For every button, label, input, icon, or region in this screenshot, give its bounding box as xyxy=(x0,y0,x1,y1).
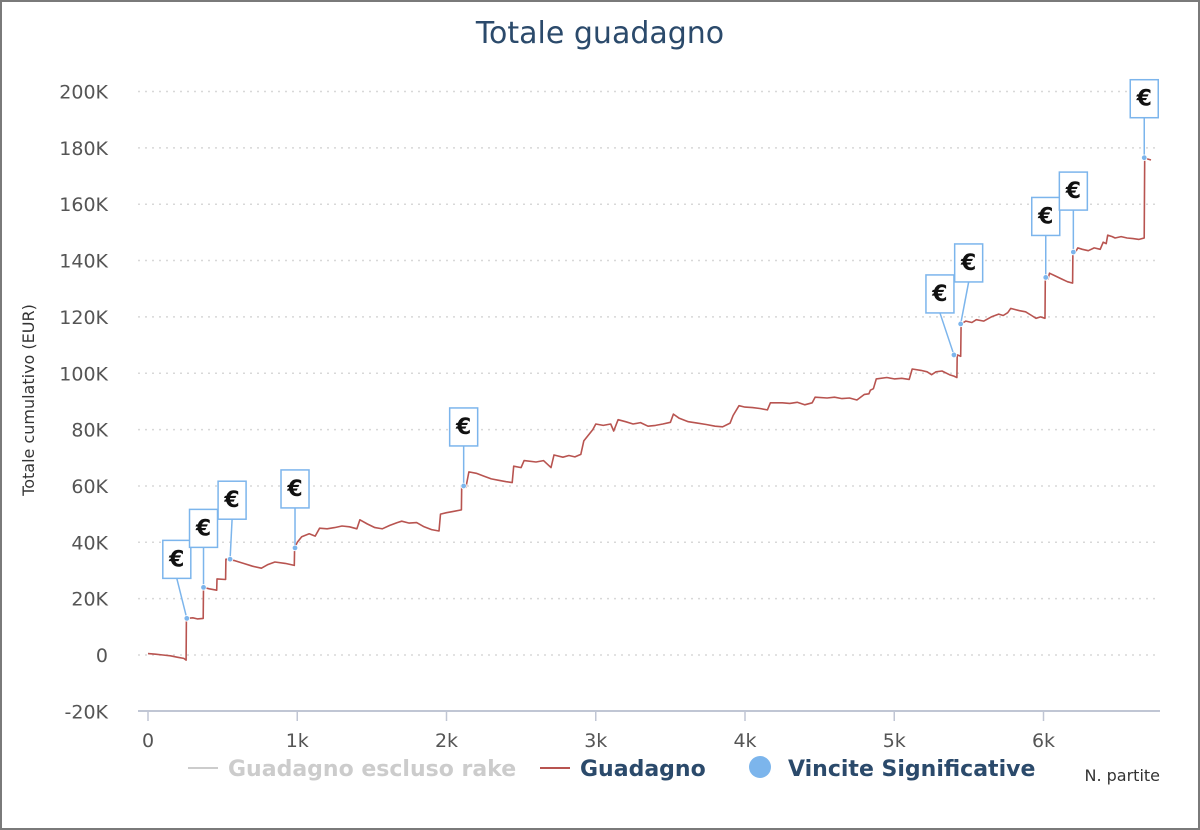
win-point xyxy=(950,351,958,359)
win-point xyxy=(1141,154,1148,161)
euro-icon: € xyxy=(1065,179,1081,204)
euro-icon: € xyxy=(223,488,239,513)
win-point xyxy=(226,556,234,563)
y-tick-label: 180K xyxy=(59,138,108,160)
grid-lines xyxy=(138,90,1160,656)
y-axis-label: Totale cumulativo (EUR) xyxy=(19,304,38,497)
legend-item[interactable]: Guadagno escluso rake xyxy=(188,757,516,782)
flag-connector xyxy=(959,281,970,325)
win-flag[interactable]: € xyxy=(953,243,984,328)
legend-item[interactable]: Vincite Significative xyxy=(749,756,1035,782)
win-point xyxy=(1042,274,1049,281)
win-flag[interactable]: € xyxy=(448,407,479,490)
win-flag[interactable]: € xyxy=(1058,171,1089,256)
y-tick-label: 60K xyxy=(71,476,108,498)
series-layer xyxy=(147,156,1152,661)
y-tick-label: 140K xyxy=(59,251,108,273)
flag-box xyxy=(1030,196,1061,237)
x-axis: 0 1k 2k 3k 4k 5k 6k xyxy=(138,710,1160,752)
legend-item[interactable]: Guadagno xyxy=(540,757,706,782)
euro-icon: € xyxy=(195,516,211,541)
flag-box xyxy=(188,508,219,549)
y-tick-label: -20K xyxy=(65,701,109,723)
x-tick-label: 5k xyxy=(883,730,906,752)
legend-symbol xyxy=(749,756,771,778)
y-axis-ticks: -20K 0 20K 40K 60K 80K 100K 120K 140K 160K 180K 200… xyxy=(59,82,108,724)
y-tick-label: 40K xyxy=(71,532,108,554)
x-axis-label: N. partite xyxy=(1084,766,1160,785)
euro-icon: € xyxy=(931,282,947,307)
legend: Guadagno escluso rake Guadagno Vincite Sig… xyxy=(188,756,1035,782)
legend-label: Guadagno xyxy=(580,757,706,782)
win-flag[interactable]: € xyxy=(1129,78,1159,161)
euro-icon: € xyxy=(960,251,976,276)
flag-box xyxy=(217,480,247,520)
win-point xyxy=(460,482,467,490)
flag-box xyxy=(1129,78,1159,119)
y-tick-label: 100K xyxy=(59,363,108,385)
win-flag[interactable]: € xyxy=(217,480,247,563)
win-flag[interactable]: € xyxy=(188,508,219,591)
euro-icon: € xyxy=(455,415,471,440)
legend-label: Vincite Significative xyxy=(788,757,1035,782)
y-tick-label: 160K xyxy=(59,194,108,216)
x-tick-label: 4k xyxy=(733,730,756,752)
win-flag[interactable]: € xyxy=(1030,196,1061,281)
flag-box xyxy=(953,243,984,283)
chart-title: Totale guadagno xyxy=(475,16,724,51)
win-flag[interactable]: € xyxy=(162,539,192,622)
euro-icon: € xyxy=(1136,87,1152,112)
legend-label: Guadagno escluso rake xyxy=(228,757,516,782)
win-point xyxy=(1070,248,1077,256)
flag-connector xyxy=(176,578,188,619)
y-tick-label: 120K xyxy=(59,307,108,329)
y-tick-label: 20K xyxy=(71,589,108,611)
euro-icon: € xyxy=(1037,204,1053,229)
significant-win-flags: € € € € € € € € € € xyxy=(162,78,1159,622)
win-point xyxy=(200,584,207,591)
flag-box xyxy=(448,407,479,447)
flag-box xyxy=(1058,171,1089,211)
euro-icon: € xyxy=(286,477,302,502)
x-tick-label: 6k xyxy=(1032,730,1055,752)
y-tick-label: 200K xyxy=(59,82,108,104)
x-tick-label: 1k xyxy=(286,730,309,752)
y-tick-label: 80K xyxy=(71,420,108,442)
win-flag[interactable]: € xyxy=(280,469,310,552)
flag-connector xyxy=(229,519,233,560)
win-point xyxy=(291,544,299,552)
y-tick-label: 0 xyxy=(96,645,108,667)
flag-box xyxy=(925,274,955,314)
win-point xyxy=(957,320,964,328)
x-tick-label: 3k xyxy=(584,730,607,752)
flag-box xyxy=(280,469,310,509)
x-tick-label: 0 xyxy=(142,730,154,752)
win-flag[interactable]: € xyxy=(925,274,958,359)
series-line-guadagno xyxy=(147,156,1152,661)
x-tick-label: 2k xyxy=(435,730,458,752)
win-point xyxy=(183,615,191,622)
flag-box xyxy=(162,539,192,580)
euro-icon: € xyxy=(168,547,184,572)
flag-connector xyxy=(939,312,955,356)
